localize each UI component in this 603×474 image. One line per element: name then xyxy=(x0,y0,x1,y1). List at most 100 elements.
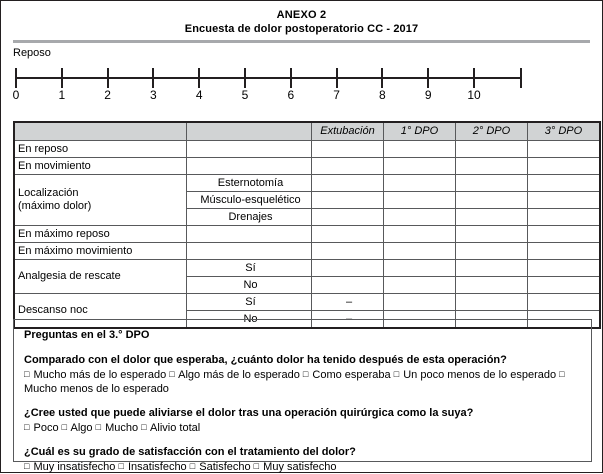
cell-extubacion[interactable] xyxy=(311,259,384,277)
question-options-2: □ Poco □ Algo □ Mucho □ Alivio total xyxy=(24,420,581,435)
checkbox-option-label[interactable]: Un poco menos de lo esperado xyxy=(400,369,560,381)
table-row: Localización (máximo dolor) Esternotomía xyxy=(13,174,601,226)
checkbox-icon[interactable]: □ xyxy=(302,369,309,379)
cell-extubacion[interactable] xyxy=(311,276,384,294)
cell-dpo2[interactable] xyxy=(455,157,528,175)
scale-tick-9[interactable] xyxy=(427,68,430,88)
cell-dpo2[interactable] xyxy=(455,293,528,311)
cell-dpo3[interactable] xyxy=(527,225,601,243)
scale-tick-3[interactable] xyxy=(152,68,155,88)
checkbox-option-label[interactable]: Muy satisfecho xyxy=(260,461,337,473)
checkbox-option-label[interactable]: Mucho más de lo esperado xyxy=(30,369,170,381)
header-cell-dpo2: 2° DPO xyxy=(455,121,528,141)
scale-tick-4[interactable] xyxy=(198,68,201,88)
checkbox-option-label[interactable]: Insatisfecho xyxy=(124,461,190,473)
cell-dpo2[interactable] xyxy=(455,242,528,260)
row-sub-no: No xyxy=(186,276,312,294)
checkbox-icon[interactable]: □ xyxy=(559,369,565,379)
cell-dpo1[interactable] xyxy=(383,191,456,209)
row-sub-si: Sí xyxy=(186,259,312,277)
checkbox-option-label[interactable]: Satisfecho xyxy=(196,461,254,473)
checkbox-option-label[interactable]: Algo xyxy=(68,422,96,434)
header-cell-extubacion: Extubación xyxy=(311,121,384,141)
checkbox-icon[interactable]: □ xyxy=(169,369,175,379)
cell-dpo3[interactable] xyxy=(527,259,601,277)
header-cell-blank-1 xyxy=(13,121,187,141)
checkbox-icon[interactable]: □ xyxy=(61,422,68,432)
cell-dpo1[interactable] xyxy=(383,259,456,277)
scale-tick-label-7: 7 xyxy=(333,88,340,102)
scale-tick-6[interactable] xyxy=(289,68,292,88)
scale-tick-label-3: 3 xyxy=(150,88,157,102)
question-options-1: □ Mucho más de lo esperado □ Algo más de… xyxy=(24,367,581,396)
cell-dpo3[interactable] xyxy=(527,293,601,311)
scale-tick-2[interactable] xyxy=(106,68,109,88)
cell-dpo1[interactable] xyxy=(383,276,456,294)
cell-dpo3[interactable] xyxy=(527,191,601,209)
cell-dpo3[interactable] xyxy=(527,140,601,158)
checkbox-icon[interactable]: □ xyxy=(118,461,124,471)
checkbox-icon[interactable]: □ xyxy=(95,422,102,432)
checkbox-option-label[interactable]: Muy insatisfecho xyxy=(30,461,119,473)
scale-tick-5[interactable] xyxy=(244,68,246,88)
scale-tick-0[interactable] xyxy=(15,68,17,88)
cell-dpo2[interactable] xyxy=(455,174,528,192)
title-divider xyxy=(13,40,590,43)
scale-tick-10[interactable] xyxy=(473,68,475,88)
cell-dpo3[interactable] xyxy=(527,157,601,175)
cell-dpo1[interactable] xyxy=(383,293,456,311)
question-text-2: ¿Cree usted que puede aliviarse el dolor… xyxy=(24,407,474,419)
question-block-1: Comparado con el dolor que esperaba, ¿cu… xyxy=(24,353,581,396)
scale-tick-1[interactable] xyxy=(60,68,63,88)
cell-dpo1[interactable] xyxy=(383,208,456,226)
cell-extubacion[interactable] xyxy=(311,225,384,243)
cell-dpo1[interactable] xyxy=(383,242,456,260)
checkbox-option-label[interactable]: Mucho menos de lo esperado xyxy=(24,383,169,395)
cell-extubacion[interactable] xyxy=(311,157,384,175)
checkbox-option-label[interactable]: Mucho xyxy=(102,422,142,434)
table-row: En movimiento xyxy=(13,157,601,175)
cell-extubacion[interactable]: – xyxy=(311,293,384,311)
cell-extubacion[interactable] xyxy=(311,208,384,226)
cell-dpo2[interactable] xyxy=(455,276,528,294)
checkbox-option-label[interactable]: Poco xyxy=(30,422,62,434)
checkbox-icon[interactable]: □ xyxy=(24,461,30,471)
row-sub-blank xyxy=(186,242,312,260)
cell-extubacion[interactable] xyxy=(311,242,384,260)
cell-dpo3[interactable] xyxy=(527,242,601,260)
cell-dpo3[interactable] xyxy=(527,174,601,192)
question-block-3: ¿Cuál es su grado de satisfacción con el… xyxy=(24,445,581,474)
cell-dpo1[interactable] xyxy=(383,225,456,243)
scale-tick-8[interactable] xyxy=(381,68,384,88)
checkbox-option-label[interactable]: Como esperaba xyxy=(309,369,394,381)
cell-dpo3[interactable] xyxy=(527,208,601,226)
cell-dpo2[interactable] xyxy=(455,225,528,243)
cell-dpo2[interactable] xyxy=(455,259,528,277)
cell-dpo1[interactable] xyxy=(383,140,456,158)
row-label-en-reposo: En reposo xyxy=(13,140,187,158)
cell-dpo2[interactable] xyxy=(455,140,528,158)
checkbox-icon[interactable]: □ xyxy=(393,369,400,379)
question-text-1: Comparado con el dolor que esperaba, ¿cu… xyxy=(24,354,507,366)
cell-extubacion[interactable] xyxy=(311,140,384,158)
checkbox-option-label[interactable]: Alivio total xyxy=(147,422,201,434)
scale-tick-label-1: 1 xyxy=(58,88,66,102)
checkbox-icon[interactable]: □ xyxy=(24,422,30,432)
cell-dpo1[interactable] xyxy=(383,157,456,175)
cell-dpo2[interactable] xyxy=(455,191,528,209)
row-label-en-movimiento: En movimiento xyxy=(13,157,187,175)
question-block-2: ¿Cree usted que puede aliviarse el dolor… xyxy=(24,406,581,435)
checkbox-icon[interactable]: □ xyxy=(189,461,196,471)
cell-dpo2[interactable] xyxy=(455,208,528,226)
cell-extubacion[interactable] xyxy=(311,174,384,192)
checkbox-option-label[interactable]: Algo más de lo esperado xyxy=(175,369,303,381)
checkbox-icon[interactable]: □ xyxy=(24,369,30,379)
scale-tick-7[interactable] xyxy=(335,68,338,88)
checkbox-icon[interactable]: □ xyxy=(141,422,147,432)
table-row: Descanso noc Sí – xyxy=(13,293,601,329)
cell-dpo1[interactable] xyxy=(383,174,456,192)
cell-extubacion[interactable] xyxy=(311,191,384,209)
cell-dpo3[interactable] xyxy=(527,276,601,294)
table-header-row: Extubación 1° DPO 2° DPO 3° DPO xyxy=(13,121,601,141)
checkbox-icon[interactable]: □ xyxy=(253,461,260,471)
